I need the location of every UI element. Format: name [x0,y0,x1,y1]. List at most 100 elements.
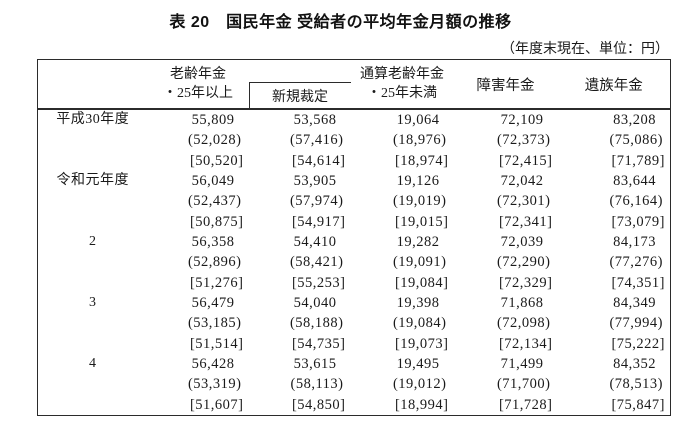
value-bracket: [55,253] [291,274,346,291]
value-paren: (75,086) [609,132,663,149]
old-age-cell: 56,428 (53,319) [51,607] [148,354,249,416]
value-main: 72,042 [500,173,544,189]
value-main: 53,615 [293,356,337,372]
value-main: 54,040 [293,295,337,311]
year-cell: 令和元年度 [38,171,148,232]
value-main: 83,644 [613,173,656,189]
value-paren: (72,301) [496,193,551,210]
disability-pension-header: 障害年金 [453,59,558,110]
value-main: 71,499 [500,356,544,372]
value-main: 56,049 [191,173,235,189]
value-paren: (57,974) [289,193,344,210]
year-cell: 平成30年度 [38,109,148,171]
value-bracket: [54,850] [291,396,346,413]
value-main: 84,352 [613,356,656,372]
value-main: 72,109 [500,112,544,128]
combined-cell: 19,064 (18,976) [18,974] [351,109,454,171]
value-bracket: [75,847] [611,396,665,413]
old-age-cell: 56,358 (52,896) [51,276] [148,232,249,293]
value-bracket: [71,789] [611,152,665,169]
value-paren: (58,421) [289,254,344,271]
new-award-cell: 54,040 (58,188) [54,735] [249,293,351,354]
survivors-cell: 84,173 (77,276) [74,351] [558,232,671,293]
value-bracket: [72,341] [498,213,553,230]
new-award-cell: 53,615 (58,113) [54,850] [249,354,351,416]
value-paren: (19,091) [392,254,447,271]
combined-cell: 19,398 (19,084) [19,073] [351,293,454,354]
value-bracket: [54,917] [291,213,346,230]
survivors-cell: 83,208 (75,086) [71,789] [558,109,671,171]
value-bracket: [51,276] [189,274,244,291]
combined-header-line2: ・25年未満 [367,86,437,101]
year-column-header [37,59,148,110]
value-paren: (57,416) [289,132,344,149]
survivors-cell: 83,644 (76,164) [73,079] [558,171,671,232]
value-bracket: [50,875] [189,213,244,230]
disability-cell: 72,042 (72,301) [72,341] [454,171,558,232]
value-paren: (19,084) [392,315,447,332]
value-main: 55,809 [191,112,235,128]
value-bracket: [18,994] [394,396,449,413]
value-main: 19,495 [396,356,440,372]
year-label: 平成30年度 [56,112,130,127]
disability-cell: 71,499 (71,700) [71,728] [454,354,558,416]
new-award-subheader: 新規裁定 [248,82,351,108]
year-label: 3 [89,295,97,310]
disability-cell: 72,039 (72,290) [72,329] [454,232,558,293]
value-paren: (52,896) [187,254,242,271]
new-award-cell: 53,568 (57,416) [54,614] [249,109,351,171]
value-bracket: [74,351] [611,274,665,291]
value-bracket: [19,084] [394,274,449,291]
value-paren: (77,994) [609,315,663,332]
value-main: 54,410 [293,234,337,250]
value-bracket: [50,520] [189,152,244,169]
value-main: 56,358 [191,234,235,250]
old-age-header-wrap: 老齢年金 ・25年以上 新規裁定 [148,60,351,108]
table-header-row: 老齢年金 ・25年以上 新規裁定 通算老齢年金 ・25年未満 障害年金 遺族年金 [37,59,671,110]
value-paren: (58,113) [290,376,344,393]
value-main: 19,064 [396,112,440,128]
value-main: 84,173 [613,234,656,250]
survivors-cell: 84,352 (78,513) [75,847] [558,354,671,416]
value-main: 71,868 [500,295,544,311]
table-row: 令和元年度 56,049 (52,437) [50,875] 53,905 (5… [38,171,671,232]
value-paren: (19,012) [392,376,447,393]
old-age-cell: 55,809 (52,028) [50,520] [148,109,249,171]
value-paren: (18,976) [392,132,447,149]
old-age-cell: 56,049 (52,437) [50,875] [148,171,249,232]
value-paren: (52,028) [187,132,242,149]
value-main: 53,568 [293,112,337,128]
year-cell: 2 [38,232,148,293]
value-bracket: [73,079] [611,213,665,230]
value-main: 83,208 [613,112,656,128]
survivors-pension-header: 遺族年金 [557,59,671,110]
combined-cell: 19,495 (19,012) [18,994] [351,354,454,416]
year-label: 令和元年度 [56,173,129,188]
table-row: 2 56,358 (52,896) [51,276] 54,410 (58,42… [38,232,671,293]
value-main: 72,039 [500,234,544,250]
value-main: 84,349 [613,295,656,311]
old-age-header-line1: 老齢年金 [170,67,226,82]
value-main: 56,479 [191,295,235,311]
value-bracket: [19,073] [394,335,449,352]
table-row: 3 56,479 (53,185) [51,514] 54,040 (58,18… [38,293,671,354]
value-paren: (72,290) [496,254,551,271]
table-row: 4 56,428 (53,319) [51,607] 53,615 (58,11… [38,354,671,416]
combined-cell: 19,282 (19,091) [19,084] [351,232,454,293]
old-age-header-cell: 老齢年金 ・25年以上 新規裁定 [147,59,351,110]
value-paren: (76,164) [609,193,663,210]
value-bracket: [72,415] [498,152,553,169]
unit-note: （年度末現在、単位：円） [501,42,669,57]
value-main: 19,282 [396,234,440,250]
value-bracket: [18,974] [394,152,449,169]
value-bracket: [51,607] [189,396,244,413]
value-paren: (53,319) [187,376,242,393]
disability-cell: 72,109 (72,373) [72,415] [454,109,558,171]
value-bracket: [54,614] [291,152,346,169]
value-main: 19,398 [396,295,440,311]
value-bracket: [71,728] [498,396,553,413]
year-label: 2 [89,234,97,249]
new-award-label: 新規裁定 [272,89,328,105]
value-paren: (77,276) [609,254,663,271]
value-bracket: [75,222] [611,335,665,352]
